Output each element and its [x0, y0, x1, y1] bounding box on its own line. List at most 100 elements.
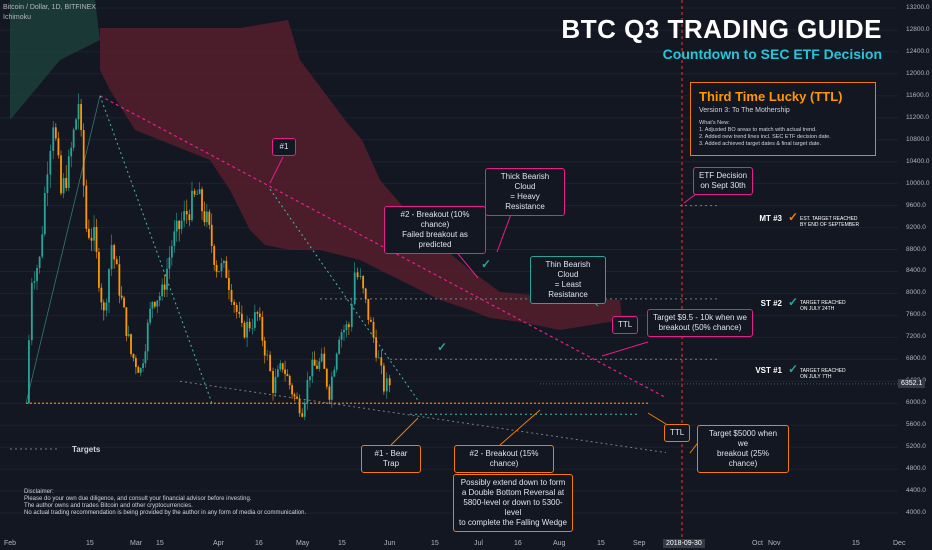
candle-body	[87, 228, 90, 238]
info-item: 1. Adjusted BO areas to match with actua…	[699, 127, 817, 133]
candle-body	[175, 220, 178, 232]
callout-text: breakout (50% chance)	[658, 323, 742, 332]
x-tick-label: Apr	[213, 540, 224, 547]
candle-body	[279, 363, 282, 370]
info-item: 3. Added achieved target dates & final t…	[699, 141, 822, 147]
x-tick-label: 15	[86, 540, 94, 547]
y-tick-label: 7200.0	[906, 333, 926, 341]
callout-extend: Possibly extend down to form a Double Bo…	[453, 474, 573, 532]
check-icon: ✓	[788, 295, 799, 309]
y-tick-label: 8400.0	[906, 267, 926, 275]
candle-body	[380, 357, 383, 366]
candle-body	[261, 316, 264, 341]
x-tick-label: Mar	[130, 540, 143, 547]
callout-text: = Heavy Resistance	[505, 192, 545, 211]
x-tick-label: May	[296, 540, 310, 547]
target-note-text: ON JULY 7TH	[800, 374, 832, 380]
candle-body	[284, 369, 286, 375]
candle-body	[127, 334, 130, 336]
candle-body	[72, 129, 75, 148]
candle-body	[318, 361, 321, 369]
candle-body	[313, 359, 316, 366]
target-note-text: ON JULY 24TH	[800, 306, 835, 312]
callout-text: to complete the Falling Wedge	[459, 518, 567, 527]
candle-body	[33, 281, 36, 283]
candle-body	[235, 305, 238, 312]
candle-body	[191, 190, 193, 221]
callout-ttl-upper: TTL	[612, 316, 638, 334]
candle-body	[65, 178, 68, 189]
target-note-text: BY END OF SEPTEMBER	[800, 222, 860, 228]
x-tick-label: Sep	[633, 540, 646, 547]
disclaimer-line: Disclaimer:	[24, 489, 54, 495]
callout-text: Thick Bearish Cloud	[500, 172, 550, 191]
candle-body	[123, 297, 125, 308]
y-tick-label: 13200.0	[906, 4, 930, 11]
callout-bear-trap: #1 - Bear Trap	[361, 445, 421, 473]
candle-body	[353, 272, 356, 305]
y-tick-label: 6000.0	[906, 399, 926, 407]
x-tick-label: Feb	[4, 540, 17, 547]
candle-body	[240, 313, 243, 323]
date-marker-tag: 2018-09-30	[663, 539, 705, 548]
candle-body	[54, 127, 57, 139]
candle-body	[251, 327, 254, 329]
candle-body	[115, 259, 118, 265]
candle-body	[288, 375, 291, 386]
x-tick-label: Dec	[893, 540, 906, 547]
candle-body	[316, 365, 318, 369]
candle-body	[108, 269, 110, 303]
candle-body	[208, 211, 211, 225]
candle-body	[372, 321, 375, 338]
candle-body	[70, 147, 73, 157]
candle-body	[333, 369, 336, 377]
candle-body	[80, 104, 83, 130]
candle-body	[258, 313, 261, 317]
callout-target-5000: Target $5000 when we breakout (25% chanc…	[697, 425, 789, 473]
candle-body	[90, 237, 93, 241]
candle-body	[118, 264, 121, 296]
candle-body	[156, 300, 159, 307]
candle-body	[293, 394, 296, 397]
candle-body	[203, 211, 206, 223]
check-icon: ✓	[437, 340, 448, 354]
candle-body	[161, 284, 164, 297]
candle-body	[85, 185, 88, 229]
candle-body	[142, 363, 144, 369]
check-icon: ✓	[788, 362, 799, 376]
candle-body	[130, 334, 132, 354]
candle-body	[243, 322, 246, 338]
callout-text: Possibly extend down to form	[460, 478, 566, 487]
y-tick-label: 7600.0	[906, 311, 926, 319]
candle-body	[188, 214, 191, 221]
check-icon: ✓	[788, 210, 799, 224]
candle-body	[113, 245, 116, 260]
candle-body	[139, 368, 142, 373]
callout-etf: ETF Decision on Sept 30th	[693, 167, 753, 195]
candle-body	[286, 374, 289, 376]
candle-body	[223, 260, 225, 264]
trend-line-rise	[25, 95, 101, 404]
x-tick-label: 15	[338, 540, 346, 547]
callout-text: #2 - Breakout (10% chance)	[400, 210, 470, 229]
candle-body	[102, 302, 105, 311]
trend-line-support	[179, 380, 667, 454]
candle-body	[309, 376, 311, 381]
info-version: Version 3: To The Mothership	[699, 107, 790, 114]
candle-body	[370, 319, 372, 322]
callout-pointer	[390, 417, 419, 446]
candle-body	[225, 260, 228, 278]
x-tick-label: Nov	[768, 540, 781, 547]
candle-body	[36, 268, 38, 282]
candle-body	[93, 226, 95, 241]
y-tick-label: 8800.0	[906, 245, 926, 253]
trend-line-wedge	[269, 188, 421, 404]
callout-thin-cloud: Thin Bearish Cloud = Least Resistance	[530, 256, 606, 304]
y-tick-label: 6800.0	[906, 355, 926, 363]
candle-body	[272, 371, 274, 393]
candle-body	[95, 226, 98, 252]
candle-body	[196, 193, 199, 195]
trend-line-resistance	[99, 95, 667, 399]
candle-body	[132, 353, 135, 359]
callout-breakout-15: #2 - Breakout (15% chance)	[454, 445, 554, 473]
